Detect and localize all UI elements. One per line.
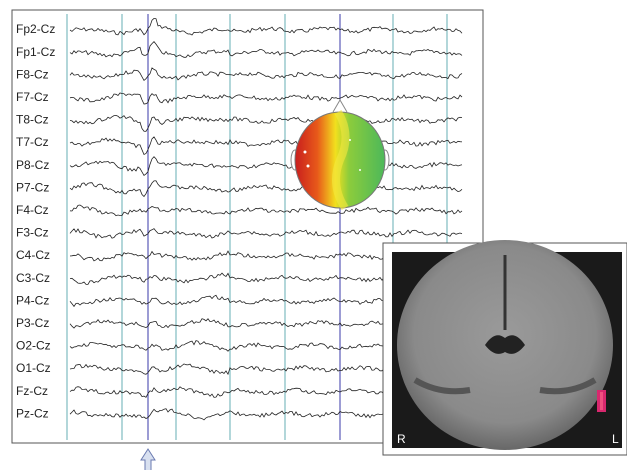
mri-panel: R L (382, 240, 627, 456)
channel-label: O2-Cz (16, 339, 51, 353)
channel-label: F8-Cz (16, 67, 49, 81)
eeg-trace (69, 204, 463, 217)
channel-label: P4-Cz (16, 293, 49, 307)
channel-label: T7-Cz (16, 135, 49, 149)
channel-label: F3-Cz (16, 226, 49, 240)
channel-label: P3-Cz (16, 316, 49, 330)
channel-label: F7-Cz (16, 90, 49, 104)
eeg-trace (69, 41, 463, 58)
side-left: R (397, 432, 406, 446)
channel-label: F4-Cz (16, 203, 49, 217)
channel-label: Fp1-Cz (16, 45, 55, 59)
eeg-trace (69, 114, 463, 132)
spike-arrow (140, 448, 156, 470)
channel-label: Pz-Cz (16, 406, 49, 420)
channel-label: Fp2-Cz (16, 22, 55, 36)
channel-label: P8-Cz (16, 158, 49, 172)
eeg-trace (69, 17, 463, 36)
topomap (290, 99, 390, 211)
eeg-trace (69, 136, 463, 156)
channel-labels: Fp2-Cz Fp1-Cz F8-Cz F7-Cz T8-Cz T7-Cz P8-Cz P7-… (16, 22, 55, 420)
channel-label: C3-Cz (16, 271, 50, 285)
eeg-trace (69, 180, 463, 198)
eeg-trace (69, 156, 463, 176)
channel-label: C4-Cz (16, 248, 50, 262)
channel-label: P7-Cz (16, 180, 49, 194)
channel-label: Fz-Cz (16, 384, 48, 398)
channel-label: O1-Cz (16, 361, 51, 375)
channel-label: T8-Cz (16, 113, 49, 127)
eeg-trace (69, 228, 463, 239)
eeg-trace (69, 67, 463, 82)
eeg-trace (69, 92, 463, 105)
side-right: L (612, 432, 619, 446)
